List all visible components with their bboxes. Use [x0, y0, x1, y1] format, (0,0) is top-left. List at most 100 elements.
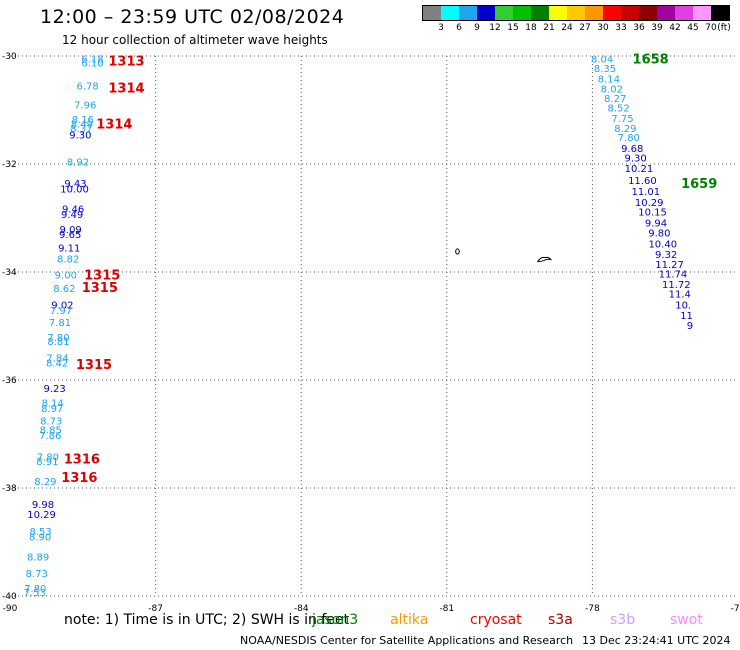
wave-height-reading: 7.80: [618, 133, 640, 144]
time-label: 1314: [108, 81, 144, 96]
mission-label-altika: altika: [390, 612, 429, 628]
wave-height-reading: 9.30: [69, 130, 91, 141]
wave-height-reading: 8.53: [29, 527, 51, 538]
legend-swatch: [531, 6, 549, 20]
wave-height-reading: 7.75: [611, 114, 633, 125]
wave-height-reading: 10.29: [27, 510, 56, 521]
wave-height-reading: 8.90: [29, 533, 51, 544]
wave-height-reading: 7.80: [24, 584, 46, 595]
wave-height-reading: 10.29: [635, 198, 664, 209]
wave-height-reading: 7.80: [37, 453, 59, 464]
wave-height-reading: 7.96: [74, 101, 96, 112]
legend-swatch: [585, 6, 603, 20]
y-tick-label: -38: [2, 484, 17, 494]
wave-height-reading: 11.4: [669, 290, 691, 301]
wave-height-reading: 8.89: [27, 553, 49, 564]
wave-height-reading: 10.00: [60, 184, 89, 195]
legend-swatch: [603, 6, 621, 20]
wave-height-reading: 8.35: [594, 64, 616, 75]
legend-tick-label: 18: [525, 23, 537, 33]
color-legend: 3 6 9 12 15 18 21 24 27 30 33 36 39 42 45 70 (ft): [422, 5, 731, 35]
legend-tick-label: 45: [687, 23, 699, 33]
x-tick-label: -87: [148, 604, 163, 612]
legend-swatch: [477, 6, 495, 20]
island-outline: [455, 248, 460, 255]
legend-tick-label: 15: [507, 23, 519, 33]
legend-swatch: [621, 6, 639, 20]
wave-height-reading: 9.00: [55, 271, 77, 282]
time-label: 1316: [61, 471, 97, 486]
wave-height-reading: 6.78: [77, 82, 99, 93]
mission-label-swot: swot: [670, 612, 703, 628]
wave-height-reading: 10.21: [625, 164, 654, 175]
y-tick-label: -40: [2, 592, 17, 602]
map-subtitle: 12 hour collection of altimeter wave hei…: [62, 33, 328, 47]
wave-height-reading: 7.86: [39, 431, 61, 442]
legend-swatch: [459, 6, 477, 20]
credit-line: NOAA/NESDIS Center for Satellite Applica…: [240, 634, 574, 647]
wave-height-reading: 9.68: [621, 144, 643, 155]
wave-height-reading: 8.91: [36, 457, 58, 468]
wave-height-reading: 7.84: [46, 353, 68, 364]
wave-height-reading: 11.01: [631, 187, 660, 198]
wave-height-reading: 9.98: [32, 500, 54, 511]
wave-height-reading: 8.73: [26, 569, 48, 580]
legend-tick-label: 6: [456, 23, 462, 33]
time-label: 1316: [64, 452, 100, 467]
wave-height-reading: 10.15: [638, 208, 667, 219]
legend-tick-label: 3: [438, 23, 444, 33]
time-label: 1314: [96, 118, 132, 133]
x-tick-label: -81: [439, 604, 454, 612]
mission-label-s3a: s3a: [548, 612, 573, 628]
legend-swatch: [567, 6, 585, 20]
wave-height-reading: 8.52: [607, 103, 629, 114]
wave-height-reading: 8.14: [42, 399, 64, 410]
legend-tick-label: 21: [543, 23, 555, 33]
wave-height-reading: 10.40: [648, 239, 677, 250]
mission-label-s3b: s3b: [610, 612, 636, 628]
time-label: 1315: [82, 281, 118, 296]
legend-swatch: [639, 6, 657, 20]
wave-height-reading: 9.32: [655, 250, 677, 261]
wave-height-reading: 9.49: [61, 210, 83, 221]
legend-swatch: [693, 6, 711, 20]
legend-tick-label: 36: [633, 23, 645, 33]
y-tick-label: -36: [2, 376, 17, 386]
wave-height-reading: 8.97: [41, 404, 63, 415]
y-tick-label: -30: [2, 52, 17, 62]
x-tick-label: -75: [731, 604, 740, 612]
wave-height-reading: 8.02: [601, 84, 623, 95]
y-tick-label: -32: [2, 160, 17, 170]
x-tick-label: -84: [294, 604, 309, 612]
wave-height-reading: 9.02: [51, 300, 73, 311]
legend-swatch: [495, 6, 513, 20]
wave-height-reading: 9.80: [648, 229, 670, 240]
wave-height-reading: 9.65: [59, 230, 81, 241]
wave-height-reading: 7.81: [49, 318, 71, 329]
wave-height-reading: 8.37: [70, 124, 92, 135]
wave-height-reading: 10.: [675, 300, 691, 311]
footer-note: note: 1) Time is in UTC; 2) SWH is in fe…: [64, 612, 350, 628]
wave-height-reading: 8.73: [40, 417, 62, 428]
legend-swatch: [513, 6, 531, 20]
wave-height-reading: 7.97: [50, 306, 72, 317]
mission-label-cryosat: cryosat: [470, 612, 522, 628]
x-tick-label: -78: [585, 604, 600, 612]
wave-height-reading: 8.81: [47, 337, 69, 348]
wave-height-reading: 9.23: [44, 384, 66, 395]
wave-height-reading: 8.92: [67, 157, 89, 168]
wave-height-reading: 9.09: [60, 225, 82, 236]
legend-swatches: [422, 5, 730, 21]
legend-ticks: 3 6 9 12 15 18 21 24 27 30 33 36 39 42 45 70 (ft): [422, 21, 731, 35]
wave-height-reading: 7.53: [24, 588, 46, 599]
map-title: 12:00 – 23:59 UTC 02/08/2024: [40, 6, 345, 28]
time-label: 1313: [108, 54, 144, 69]
generation-timestamp: 13 Dec 23:24:41 UTC 2024: [582, 634, 731, 647]
wave-height-reading: 7.80: [47, 333, 69, 344]
wave-height-reading: 9.30: [624, 154, 646, 165]
legend-swatch: [549, 6, 567, 20]
legend-swatch: [423, 6, 441, 20]
wave-height-reading: 8.04: [591, 55, 613, 66]
legend-swatch: [711, 6, 729, 20]
wave-height-reading: 9.11: [58, 244, 80, 255]
